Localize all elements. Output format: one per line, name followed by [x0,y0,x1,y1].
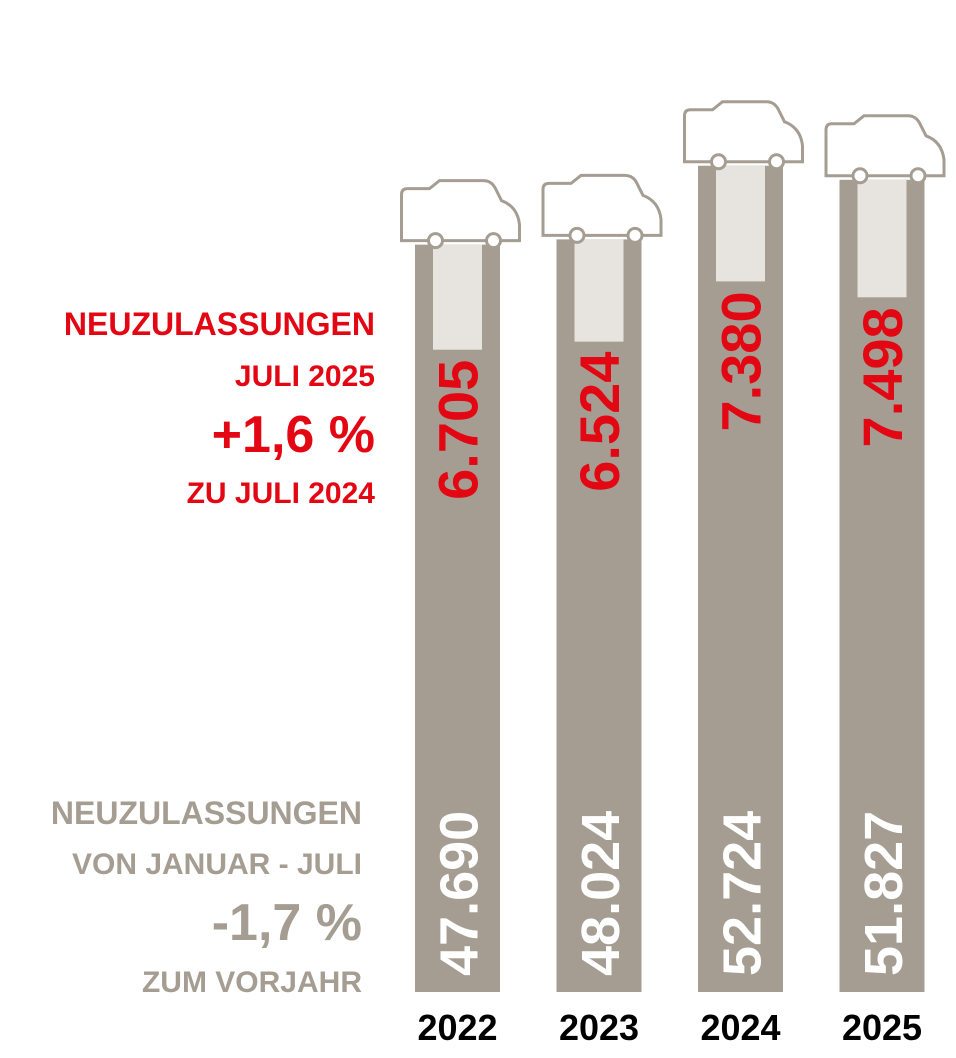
value-label: 47.690 [430,811,490,976]
annotation: ZUM VORJAHR [142,966,362,999]
camper-icon [541,173,663,237]
bar [698,165,783,992]
annotation: ZU JULI 2024 [187,477,376,510]
bar [415,244,500,993]
annotation: JULI 2025 [235,360,375,393]
bar-segment [433,244,482,350]
x-tick-label: 2023 [559,1007,639,1048]
value-label: 51.827 [854,811,914,976]
camper-wheel [427,232,444,250]
annotation: NEUZULASSUNGEN [64,306,375,342]
bar [839,179,925,992]
camper-wheel [768,153,785,171]
bar-segment [716,165,765,282]
camper-wheel [626,226,644,244]
camper-icon [824,114,946,178]
camper-wheel [485,232,502,250]
annotation: VON JANUAR - JULI [72,848,362,881]
annotation: +1,6 % [212,406,375,464]
x-tick-label: 2025 [842,1007,922,1048]
camper-icon [400,179,521,243]
camper-icon [683,100,804,164]
value-label: 6.705 [427,360,490,500]
x-tick-label: 2022 [417,1007,497,1048]
camper-wheel [909,167,927,185]
annotation: NEUZULASSUNGEN [51,795,362,831]
annotation: -1,7 % [212,894,362,952]
camper-wheel [710,153,727,171]
value-label: 6.524 [568,352,631,492]
value-label: 48.024 [571,811,631,976]
x-tick-label: 2024 [700,1007,780,1048]
value-label: 7.498 [851,307,914,447]
value-label: 7.380 [710,291,773,431]
bar-segment [857,179,907,298]
value-label: 52.724 [713,811,773,976]
bar-segment [574,239,624,342]
camper-wheel [568,226,586,244]
bar [556,239,642,993]
camper-wheel [851,167,869,185]
